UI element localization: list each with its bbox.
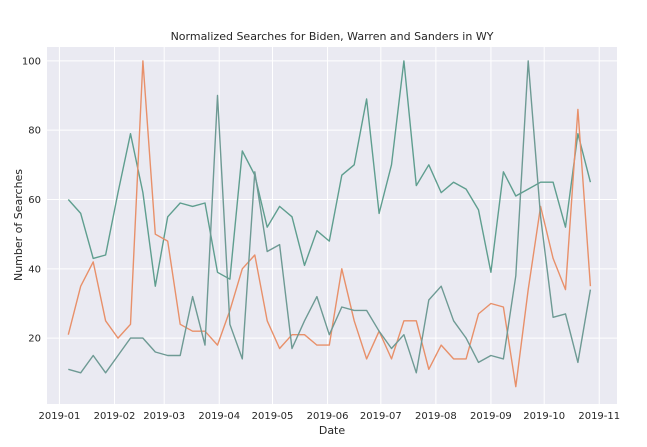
x-tick-label: 2019-06 (307, 411, 349, 422)
series-line-1 (67, 60, 592, 287)
x-axis-title: Date (319, 424, 346, 437)
x-tick-label: 2019-01 (39, 411, 81, 422)
y-tick-label: 100 (22, 56, 41, 67)
y-tick-label: 40 (28, 264, 41, 275)
x-tick-label: 2019-07 (360, 411, 402, 422)
y-tick-labels: 20 40 60 80 100 (22, 56, 41, 344)
y-tick-label: 20 (28, 334, 41, 345)
x-tick-label: 2019-10 (523, 411, 565, 422)
y-axis-title: Number of Searches (12, 169, 25, 281)
x-tick-label: 2019-11 (578, 411, 620, 422)
x-tick-label: 2019-02 (94, 411, 136, 422)
x-tick-labels: 2019-01 2019-02 2019-03 2019-04 2019-05 2019-… (39, 411, 621, 422)
series-line-3 (68, 60, 592, 374)
series-line-2 (67, 60, 592, 388)
y-tick-label: 60 (28, 195, 41, 206)
x-tick-label: 2019-08 (415, 411, 457, 422)
x-tick-label: 2019-03 (143, 411, 185, 422)
x-tick-label: 2019-05 (252, 411, 294, 422)
y-tick-label: 80 (28, 126, 41, 137)
series-lines (67, 60, 592, 388)
chart-title: Normalized Searches for Biden, Warren an… (171, 30, 494, 43)
x-tick-label: 2019-04 (198, 411, 240, 422)
x-tick-label: 2019-09 (470, 411, 512, 422)
